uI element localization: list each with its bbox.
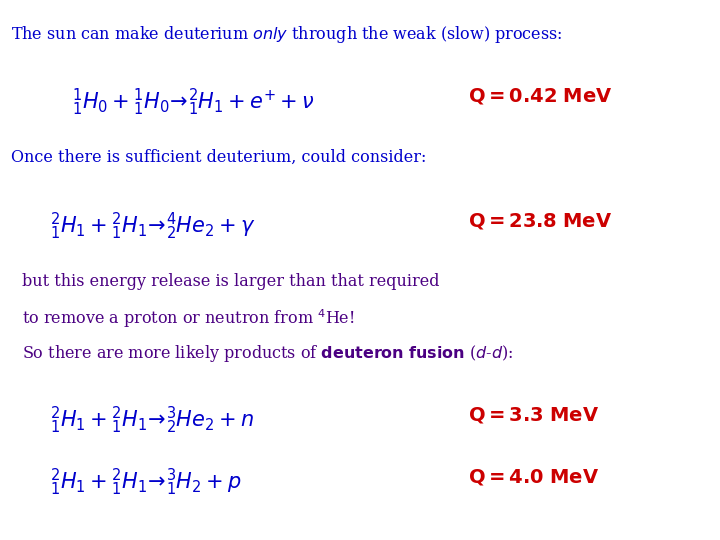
Text: ${}^{2}_{1}H_{1}+{}^{2}_{1}H_{1}\!\rightarrow\!{}^{4}_{2}He_{2}+\gamma$: ${}^{2}_{1}H_{1}+{}^{2}_{1}H_{1}\!\right…: [50, 211, 256, 242]
Text: ${}^{2}_{1}H_{1}+{}^{2}_{1}H_{1}\!\rightarrow\!{}^{3}_{1}H_{2}+p$: ${}^{2}_{1}H_{1}+{}^{2}_{1}H_{1}\!\right…: [50, 467, 242, 498]
Text: to remove a proton or neutron from $^{4}$He!: to remove a proton or neutron from $^{4}…: [22, 308, 354, 330]
Text: $\bf{Q{=}0.42\ MeV}$: $\bf{Q{=}0.42\ MeV}$: [468, 86, 613, 106]
Text: The sun can make deuterium $\mathit{only}$ through the weak (slow) process:: The sun can make deuterium $\mathit{only…: [11, 24, 562, 45]
Text: Once there is sufficient deuterium, could consider:: Once there is sufficient deuterium, coul…: [11, 148, 426, 165]
Text: ${}^{1}_{1}H_{0}+{}^{1}_{1}H_{0}\!\rightarrow\!{}^{2}_{1}H_{1}+e^{+}+\nu$: ${}^{1}_{1}H_{0}+{}^{1}_{1}H_{0}\!\right…: [72, 86, 315, 118]
Text: $\bf{Q{=}3.3\ MeV}$: $\bf{Q{=}3.3\ MeV}$: [468, 405, 599, 425]
Text: $\bf{Q{=}23.8\ MeV}$: $\bf{Q{=}23.8\ MeV}$: [468, 211, 612, 231]
Text: $\bf{Q{=}4.0\ MeV}$: $\bf{Q{=}4.0\ MeV}$: [468, 467, 599, 487]
Text: but this energy release is larger than that required: but this energy release is larger than t…: [22, 273, 439, 289]
Text: So there are more likely products of $\mathbf{deuteron\ fusion}$ ($\mathit{d}$-$: So there are more likely products of $\m…: [22, 343, 513, 364]
Text: ${}^{2}_{1}H_{1}+{}^{2}_{1}H_{1}\!\rightarrow\!{}^{3}_{2}He_{2}+n$: ${}^{2}_{1}H_{1}+{}^{2}_{1}H_{1}\!\right…: [50, 405, 254, 436]
